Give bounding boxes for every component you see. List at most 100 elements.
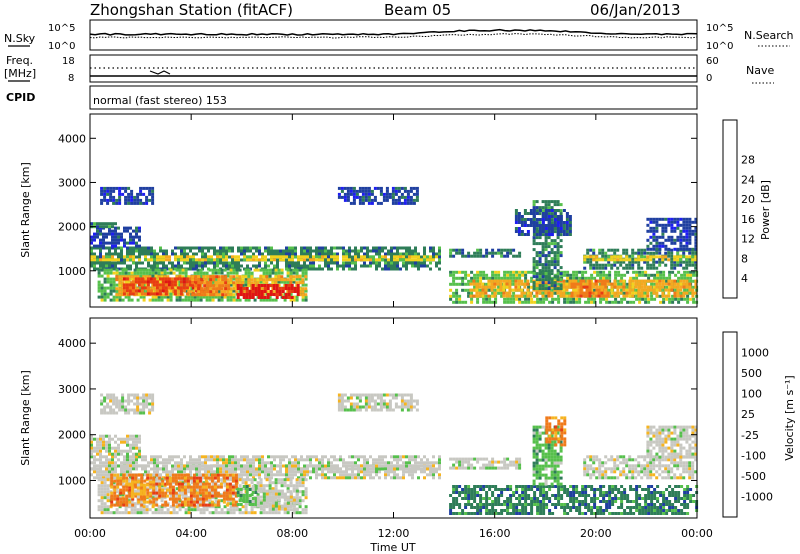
heatmap-cell (99, 225, 102, 229)
heatmap-cell (514, 230, 518, 233)
heatmap-cell (210, 467, 213, 471)
heatmap-cell (393, 458, 396, 462)
heatmap-cell (102, 258, 105, 262)
heatmap-cell (668, 300, 672, 304)
heatmap-cell (655, 255, 659, 259)
heatmap-cell (123, 229, 126, 233)
heatmap-cell (408, 255, 411, 259)
heatmap-cell (151, 271, 155, 275)
heatmap-cell (673, 263, 677, 267)
heatmap-cell (109, 198, 113, 202)
heatmap-cell (282, 458, 285, 462)
heatmap-cell (144, 246, 147, 250)
heatmap-cell (241, 283, 245, 287)
heatmap-cell (189, 267, 192, 271)
heatmap-cell (153, 261, 156, 265)
heatmap-cell (553, 284, 557, 288)
heatmap-cell (599, 300, 603, 304)
heatmap-cell (264, 258, 267, 262)
heatmap-cell (432, 470, 435, 474)
heatmap-cell (151, 287, 155, 291)
heatmap-cell (616, 294, 620, 298)
heatmap-cell (284, 287, 288, 290)
colorbar-tick-label: 12 (741, 233, 755, 246)
heatmap-cell (515, 254, 519, 258)
heatmap-cell (102, 246, 105, 250)
heatmap-cell (488, 288, 492, 292)
heatmap-cell (405, 249, 408, 253)
heatmap-cell (570, 285, 574, 289)
heatmap-cell (691, 247, 695, 251)
heatmap-cell (186, 255, 189, 259)
heatmap-cell (321, 467, 324, 471)
heatmap-cell (327, 249, 330, 253)
heatmap-cell (287, 296, 291, 299)
heatmap-cell (272, 284, 276, 287)
heatmap-cell (156, 467, 159, 471)
heatmap-cell (553, 230, 557, 234)
heatmap-cell (200, 278, 204, 282)
heatmap-cell (270, 261, 273, 265)
heatmap-cell (312, 264, 315, 268)
heatmap-cell (345, 461, 348, 465)
heatmap-cell (138, 238, 141, 242)
heatmap-cell (565, 288, 569, 292)
heatmap-cell (109, 186, 113, 190)
heatmap-cell (96, 244, 99, 248)
heatmap-cell (103, 289, 107, 293)
heatmap-cell (396, 258, 399, 262)
heatmap-cell (126, 473, 129, 477)
heatmap-cell (541, 251, 545, 255)
heatmap-cell (550, 212, 554, 216)
heatmap-cell (287, 293, 291, 296)
heatmap-cell (379, 192, 383, 196)
heatmap-cell (114, 476, 117, 480)
heatmap-cell (512, 282, 516, 286)
heatmap-cell (198, 467, 201, 471)
heatmap-cell (367, 201, 371, 205)
heatmap-cell (348, 246, 351, 250)
heatmap-cell (547, 212, 551, 216)
heatmap-cell (643, 258, 647, 262)
heatmap-cell (251, 284, 255, 287)
heatmap-cell (153, 252, 156, 256)
heatmap-cell (267, 264, 270, 268)
heatmap-cell (240, 246, 243, 250)
heatmap-cell (583, 258, 587, 262)
heatmap-cell (417, 476, 420, 480)
heatmap-cell (375, 246, 378, 250)
heatmap-cell (238, 275, 242, 279)
heatmap-cell (688, 241, 692, 245)
heatmap-cell (268, 278, 272, 282)
heatmap-cell (138, 455, 141, 459)
heatmap-cell (121, 298, 125, 302)
heatmap-cell (158, 277, 162, 281)
heatmap-cell (183, 470, 186, 474)
heatmap-cell (399, 476, 402, 480)
heatmap-cell (103, 286, 107, 290)
heatmap-cell (264, 470, 267, 474)
heatmap-cell (209, 293, 213, 297)
heatmap-cell (487, 294, 491, 298)
heatmap-cell (115, 201, 119, 205)
heatmap-cell (372, 255, 375, 259)
heatmap-cell (464, 276, 468, 280)
heatmap-cell (668, 285, 672, 289)
heatmap-cell (643, 294, 647, 298)
heatmap-cell (378, 476, 381, 480)
noise-left-tick-bottom: 10^0 (48, 41, 75, 52)
heatmap-cell (146, 283, 150, 287)
heatmap-cell (127, 298, 131, 302)
heatmap-cell (285, 473, 288, 477)
heatmap-cell (631, 266, 635, 270)
heatmap-cell (148, 189, 152, 193)
heatmap-cell (275, 296, 279, 299)
freq-tick-bottom: 8 (68, 73, 74, 84)
heatmap-cell (408, 249, 411, 253)
heatmap-cell (535, 236, 539, 240)
heatmap-cell (114, 244, 117, 248)
heatmap-cell (547, 224, 551, 227)
heatmap-cell (187, 298, 191, 302)
heatmap-cell (562, 288, 566, 292)
heatmap-cell (429, 467, 432, 471)
